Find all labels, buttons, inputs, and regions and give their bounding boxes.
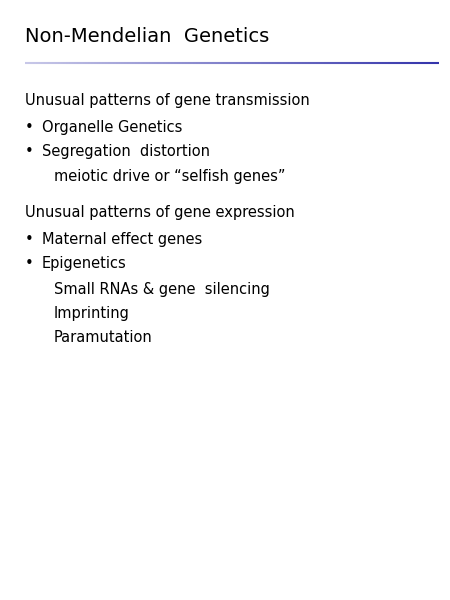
Text: Non-Mendelian  Genetics: Non-Mendelian Genetics	[25, 27, 269, 46]
Text: meiotic drive or “selfish genes”: meiotic drive or “selfish genes”	[54, 169, 285, 184]
Text: •: •	[25, 256, 33, 271]
Text: Unusual patterns of gene expression: Unusual patterns of gene expression	[25, 205, 294, 220]
Text: Epigenetics: Epigenetics	[42, 256, 126, 271]
Text: Unusual patterns of gene transmission: Unusual patterns of gene transmission	[25, 93, 310, 108]
Text: •: •	[25, 232, 33, 247]
Text: Segregation  distortion: Segregation distortion	[42, 144, 210, 159]
Text: Organelle Genetics: Organelle Genetics	[42, 120, 182, 135]
Text: Maternal effect genes: Maternal effect genes	[42, 232, 202, 247]
Text: •: •	[25, 144, 33, 159]
Text: •: •	[25, 120, 33, 135]
Text: Small RNAs & gene  silencing: Small RNAs & gene silencing	[54, 282, 270, 297]
Text: Paramutation: Paramutation	[54, 330, 153, 345]
Text: Imprinting: Imprinting	[54, 306, 130, 321]
